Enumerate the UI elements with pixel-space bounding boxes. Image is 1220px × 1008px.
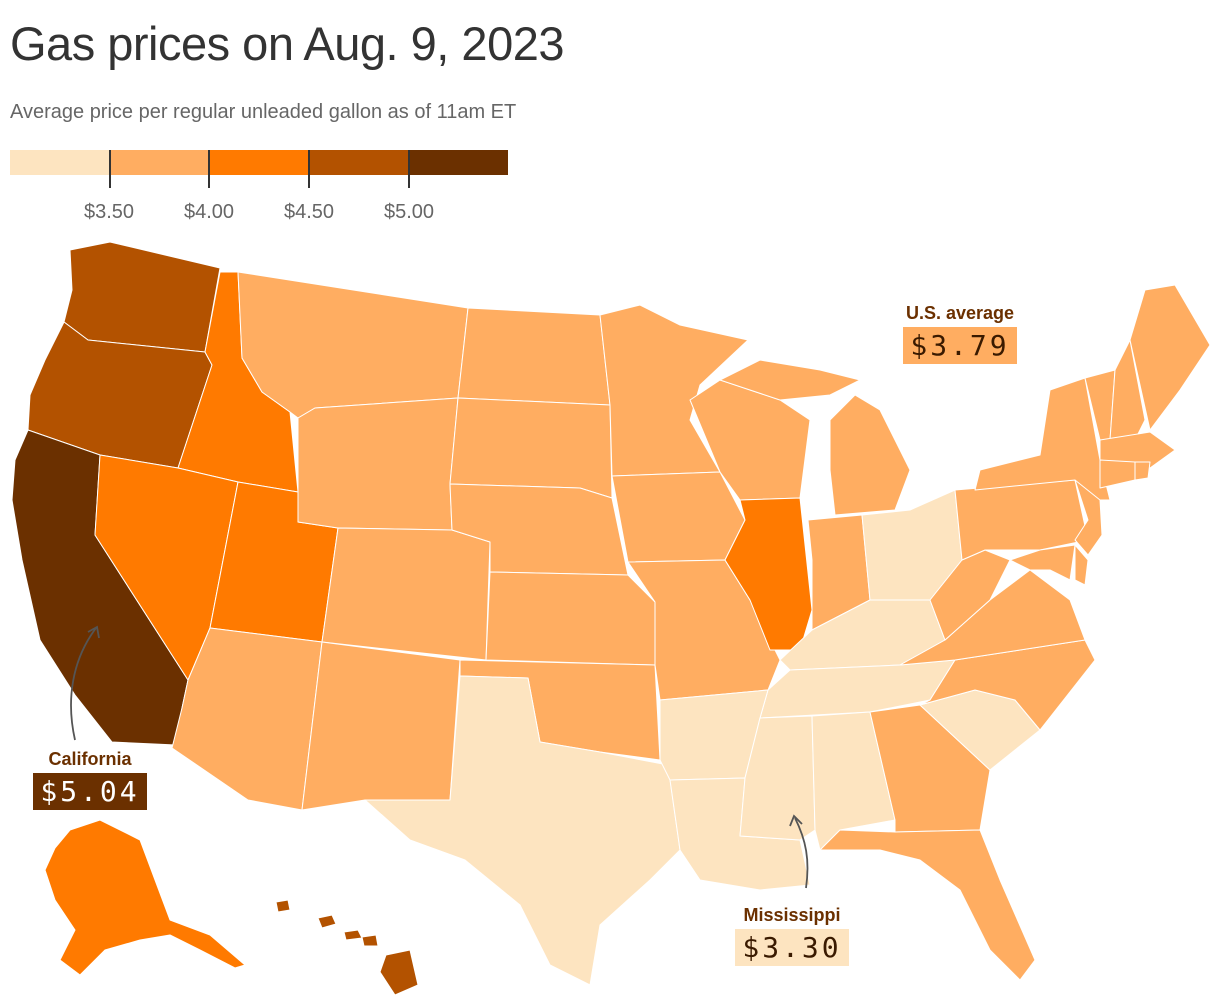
california-price: $5.04 — [33, 773, 147, 810]
state-michigan — [829, 394, 911, 516]
legend-tick-label: $3.50 — [83, 201, 135, 223]
mississippi-label: Mississippi — [743, 905, 841, 925]
legend-color-segment — [109, 150, 210, 175]
state-massachusetts — [1099, 431, 1176, 469]
state-south-dakota — [449, 397, 613, 499]
state-delaware — [1074, 544, 1089, 586]
state-illinois — [724, 497, 813, 651]
california-arrow — [70, 627, 97, 741]
state-washington — [63, 241, 221, 353]
california-label: California — [48, 749, 132, 769]
legend-tick-label: $4.00 — [183, 201, 235, 223]
state-new-jersey — [1074, 479, 1103, 556]
state-wyoming — [297, 397, 459, 531]
california-arrow-head — [87, 625, 100, 639]
state-texas — [364, 675, 681, 986]
state-florida — [819, 829, 1036, 981]
state-iowa — [611, 471, 746, 563]
california-callout: California $5.04 — [10, 749, 170, 810]
state-montana — [237, 271, 469, 419]
color-legend: $3.50 $4.00 $4.50 $5.00 — [10, 150, 510, 230]
legend-tick-label: $5.00 — [383, 201, 435, 223]
legend-color-bar — [10, 150, 508, 175]
state-new-mexico — [301, 641, 461, 811]
state-maine — [1129, 284, 1211, 431]
mississippi-price: $3.30 — [735, 929, 849, 966]
us-average-price: $3.79 — [903, 327, 1017, 364]
legend-color-segment — [209, 150, 309, 175]
state-north-dakota — [457, 307, 611, 406]
state-colorado — [321, 527, 491, 661]
legend-color-segment — [10, 150, 110, 175]
us-average-callout: U.S. average $3.79 — [880, 303, 1040, 364]
state-connecticut — [1099, 459, 1136, 489]
us-average-label: U.S. average — [905, 303, 1015, 323]
mississippi-callout: Mississippi $3.30 — [712, 905, 872, 966]
state-michigan-upper — [719, 359, 861, 401]
state-rhode-island — [1134, 461, 1151, 481]
state-kansas — [485, 571, 656, 666]
legend-tick-label: $4.50 — [283, 201, 335, 223]
chart-title: Gas prices on Aug. 9, 2023 — [10, 17, 564, 70]
state-new-hampshire — [1109, 339, 1146, 441]
legend-color-segment — [308, 150, 409, 175]
chart-subtitle: Average price per regular unleaded gallo… — [10, 101, 517, 123]
mississippi-arrow — [794, 817, 809, 889]
state-maryland — [1009, 544, 1076, 581]
legend-color-segment — [408, 150, 508, 175]
legend-tick — [208, 150, 210, 188]
legend-tick — [109, 150, 111, 188]
state-alaska — [44, 819, 246, 976]
legend-tick — [408, 150, 410, 188]
state-hawaii — [275, 899, 419, 996]
legend-tick — [308, 150, 310, 188]
mississippi-arrow-head — [789, 814, 803, 827]
